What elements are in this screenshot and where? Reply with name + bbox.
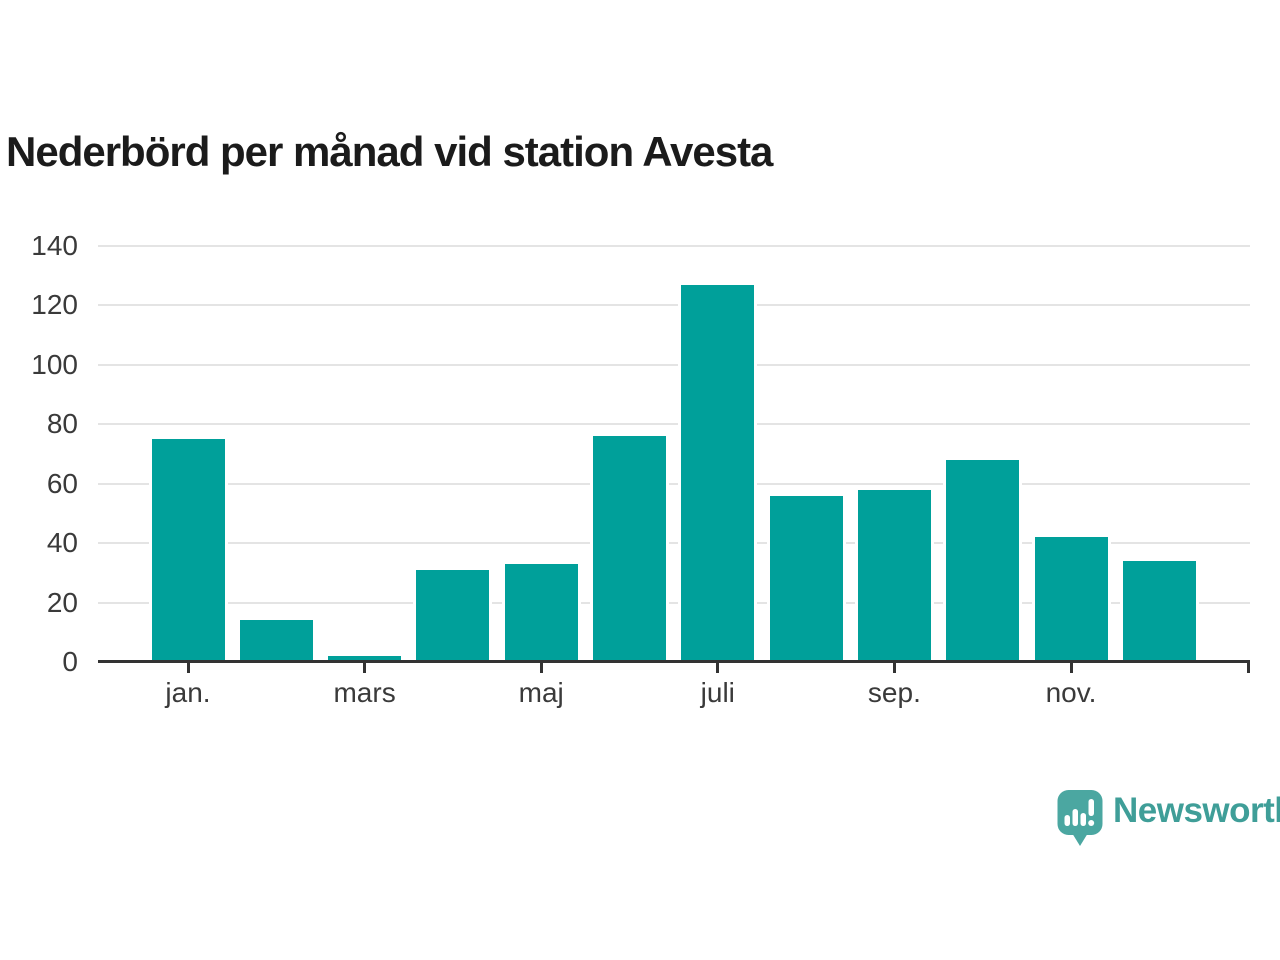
y-tick-label-60: 60 (46, 467, 78, 499)
bar-mars (328, 656, 402, 662)
bar-juni (593, 436, 666, 662)
x-tick-label-nov: nov. (1045, 677, 1097, 708)
plot-area (98, 245, 1250, 673)
gridline-y-80 (98, 423, 1250, 426)
y-tick-label-0: 0 (62, 646, 78, 677)
gridline-y-60 (98, 482, 1250, 485)
bar-aug. (769, 495, 843, 662)
bar-feb. (239, 620, 313, 662)
chart-title: Nederbörd per månad vid station Avesta (6, 128, 773, 175)
x-tick-juli (716, 662, 720, 673)
bar-nov. (1034, 537, 1108, 662)
y-tick-label-20: 20 (46, 586, 78, 618)
gridline-y-20 (98, 601, 1250, 604)
x-tick-label-mars: mars (333, 677, 396, 708)
bar-okt. (946, 459, 1020, 662)
bar-sep. (857, 489, 931, 662)
y-tick-label-120: 120 (31, 289, 78, 321)
x-axis-line (98, 660, 1250, 663)
bar-dec. (1122, 560, 1196, 662)
newsworthy-logo: Newsworthy (1057, 789, 1280, 849)
gridline-y-100 (98, 363, 1250, 366)
bar-maj (504, 563, 578, 662)
x-tick-label-juli: juli (700, 677, 735, 708)
newsworthy-chart-bubble-icon (1057, 790, 1103, 846)
gridline-y-120 (98, 304, 1250, 307)
y-tick-label-80: 80 (46, 408, 78, 440)
x-tick-nov (1069, 662, 1073, 673)
bar-apr. (416, 569, 490, 662)
x-tick-label-sep: sep. (867, 677, 921, 708)
x-tick-label-jan: jan. (165, 677, 211, 708)
gridline-y-40 (98, 542, 1250, 545)
x-tick-sep (892, 662, 896, 673)
y-tick-label-140: 140 (31, 230, 78, 261)
gridline-y-140 (98, 245, 1250, 247)
x-axis-end-tick (1247, 662, 1250, 673)
y-tick-label-100: 100 (31, 348, 78, 380)
bar-juli (681, 284, 755, 662)
x-tick-jan (186, 662, 190, 673)
x-tick-mars (363, 662, 367, 673)
y-tick-label-40: 40 (46, 527, 78, 559)
x-tick-label-maj: maj (518, 677, 564, 708)
newsworthy-wordmark: Newsworthy (1113, 791, 1280, 830)
bar-jan. (151, 439, 225, 662)
x-tick-maj (539, 662, 543, 673)
